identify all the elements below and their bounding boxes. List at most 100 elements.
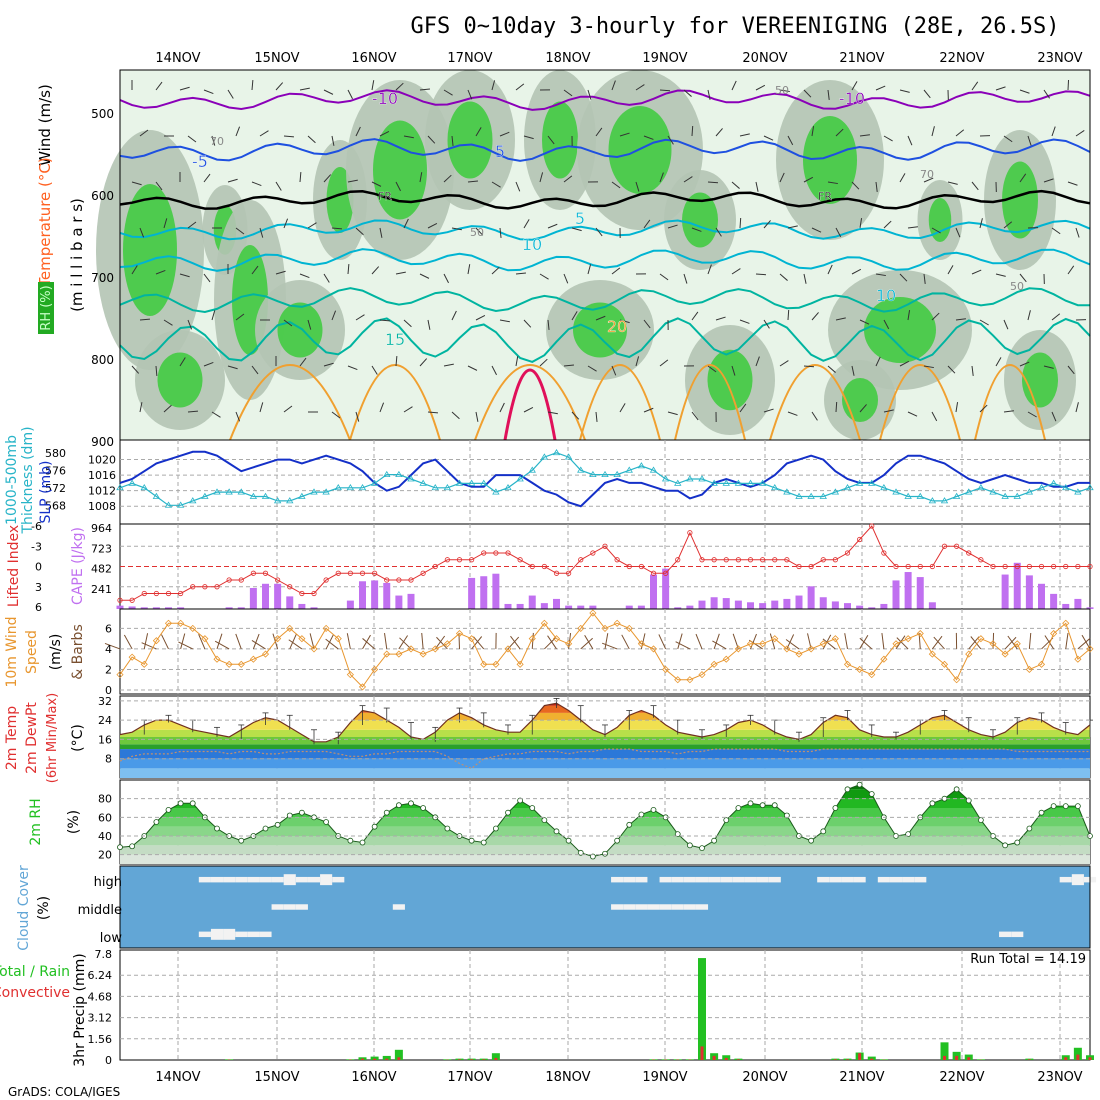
contour-10b xyxy=(119,287,1091,314)
lifted-index-point xyxy=(1051,563,1057,570)
wind-barb xyxy=(1019,361,1030,367)
lifted-index-point xyxy=(299,590,305,597)
wind-barb xyxy=(347,263,350,275)
thickness-point xyxy=(528,466,536,473)
temp-tick-3: 8 xyxy=(105,753,112,766)
wind-barb xyxy=(707,264,712,275)
lifted-index-point xyxy=(626,563,632,570)
cape-bar-79 xyxy=(1074,598,1082,609)
wind-barb xyxy=(803,176,814,183)
wind-barb xyxy=(619,403,626,413)
wind-barb xyxy=(763,220,771,229)
contour-20-3 xyxy=(579,364,661,441)
lifted-index-point xyxy=(566,570,572,576)
wind-barb-10m xyxy=(252,633,260,650)
thickness-point xyxy=(419,479,427,486)
wind-barb xyxy=(203,361,214,367)
cape-bar-34 xyxy=(528,595,536,609)
wind-tick-1: 4 xyxy=(105,643,112,656)
wind-barb xyxy=(179,357,186,367)
cape-bar-78 xyxy=(1062,603,1070,609)
top-date-7: 21NOV xyxy=(839,51,884,66)
cloud-cell xyxy=(623,876,636,883)
wind-barb xyxy=(763,135,774,141)
wind-barb xyxy=(371,181,382,187)
wind-barb xyxy=(1067,365,1075,375)
wind-barb xyxy=(691,411,699,421)
wind-barb xyxy=(715,227,722,237)
wind-barb xyxy=(835,401,838,413)
lifted-index-point xyxy=(250,570,256,576)
wind-barb-10m xyxy=(750,633,757,650)
wind-speed-point xyxy=(468,635,476,643)
wind-barb xyxy=(619,319,630,324)
wind-barb xyxy=(1043,178,1054,183)
lifted-index-point xyxy=(553,570,560,576)
wind-speed-point xyxy=(249,655,257,663)
cloud-cell xyxy=(671,904,684,910)
wind-speed-point xyxy=(1074,655,1082,663)
wind-barb xyxy=(667,224,678,229)
wind-barb-10m xyxy=(677,633,683,650)
lifted-index-point xyxy=(444,557,450,563)
wind-barb xyxy=(707,89,711,100)
upper-air-labels: Wind (m/s)Temperature (°C) (m i l l i b a… xyxy=(36,84,86,334)
wind-speed-point xyxy=(492,660,500,668)
wind-barb xyxy=(371,365,378,375)
cape-bar-52 xyxy=(747,602,754,609)
lifted-index-point xyxy=(929,563,935,570)
wind-barb xyxy=(491,80,496,91)
wind-barb xyxy=(955,402,959,413)
wind-barb-10m xyxy=(896,637,909,650)
lifted-index-point xyxy=(772,557,778,563)
cloud-cover-panel: high middle low Cloud Cover (%) xyxy=(16,865,1097,951)
thickness-point xyxy=(589,470,597,478)
lifted-index-point xyxy=(832,557,838,563)
rh-point xyxy=(977,817,984,824)
wind-barb xyxy=(419,172,423,183)
thickness-point xyxy=(540,453,549,460)
cape-bar-50 xyxy=(722,598,730,609)
thickness-point xyxy=(225,488,233,495)
wind-barb-10m xyxy=(621,634,630,650)
cape-bar-11 xyxy=(249,587,257,609)
wind-speed-point xyxy=(953,676,961,684)
wind-speed-point xyxy=(577,624,585,632)
wind-barb-10m xyxy=(141,642,157,650)
thickness-point xyxy=(467,479,476,486)
wind-barb-10m xyxy=(712,640,727,650)
wind-barb xyxy=(835,317,846,321)
thickness-point xyxy=(613,470,621,478)
cape-bar-20 xyxy=(359,581,366,609)
wind-barb xyxy=(427,223,438,229)
rh-point xyxy=(929,800,936,807)
wind-speed-point xyxy=(164,619,173,627)
cloud-cell xyxy=(271,904,284,910)
wind-barb xyxy=(611,80,616,91)
contour-20-5 xyxy=(769,364,861,441)
bottom-date-2: 16NOV xyxy=(351,1070,396,1085)
wind-speed-point xyxy=(565,640,573,648)
wind-barb xyxy=(523,135,534,140)
rh-point xyxy=(408,800,414,807)
contour-label-10: FR xyxy=(818,190,832,203)
lifted-index-point xyxy=(469,557,475,563)
lifted-index-point xyxy=(214,584,220,590)
rh-core-10 xyxy=(928,198,952,242)
thickness-point xyxy=(1013,492,1021,499)
wind-barb xyxy=(499,227,502,238)
precip-conv-bar-69 xyxy=(955,1055,959,1060)
thickness-point xyxy=(965,488,973,495)
wind-barb xyxy=(395,82,404,91)
lifted-index-line xyxy=(120,525,1090,601)
wind-barb xyxy=(251,79,254,91)
wind-barb xyxy=(811,312,819,321)
wind-barb xyxy=(875,273,886,277)
wind-barb xyxy=(307,135,316,144)
rh-point xyxy=(553,828,560,835)
lifted-index-point xyxy=(372,570,378,576)
wind-barb xyxy=(763,408,774,413)
cloud-cell xyxy=(1011,931,1024,938)
top-date-5: 19NOV xyxy=(642,51,687,66)
contour-10 xyxy=(119,248,1091,272)
